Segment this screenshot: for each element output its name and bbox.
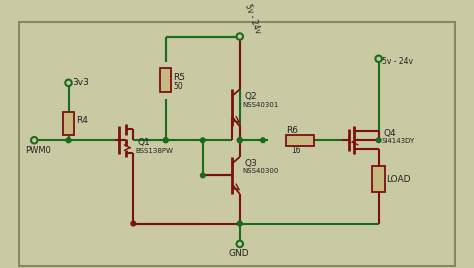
Circle shape (237, 33, 243, 40)
Text: GND: GND (228, 250, 249, 258)
Circle shape (237, 138, 242, 143)
Circle shape (237, 221, 242, 226)
Text: LOAD: LOAD (386, 176, 410, 184)
Text: 16: 16 (292, 146, 301, 155)
Circle shape (376, 138, 381, 143)
Circle shape (201, 173, 205, 178)
Text: Q4: Q4 (383, 129, 396, 138)
Text: R6: R6 (286, 126, 298, 135)
Circle shape (66, 138, 71, 143)
Bar (63, 112, 74, 135)
Text: 50: 50 (173, 82, 183, 91)
Circle shape (237, 138, 242, 143)
Text: 5v - 24v: 5v - 24v (383, 57, 413, 66)
Circle shape (237, 221, 242, 226)
Text: Q3: Q3 (245, 159, 257, 168)
Circle shape (201, 138, 205, 143)
Text: PWM0: PWM0 (25, 146, 51, 155)
Bar (372, 166, 385, 192)
Circle shape (375, 55, 382, 62)
Circle shape (164, 138, 168, 143)
Text: R4: R4 (76, 116, 88, 125)
Text: 5v - 24v: 5v - 24v (244, 2, 263, 35)
Circle shape (31, 137, 37, 143)
Circle shape (237, 138, 242, 143)
Bar (160, 69, 171, 92)
Bar (286, 135, 314, 146)
Circle shape (237, 241, 243, 247)
Circle shape (164, 138, 168, 143)
Circle shape (261, 138, 265, 143)
Circle shape (65, 80, 72, 86)
Circle shape (66, 138, 71, 143)
Text: R5: R5 (173, 73, 185, 82)
Text: NSS40300: NSS40300 (243, 168, 279, 174)
Text: 3v3: 3v3 (72, 78, 89, 87)
Text: NSS40301: NSS40301 (243, 102, 279, 108)
Text: SI4143DY: SI4143DY (382, 138, 415, 144)
Text: Q2: Q2 (245, 92, 257, 101)
Text: BSS138PW: BSS138PW (135, 148, 173, 154)
Text: Q1: Q1 (137, 138, 150, 147)
Circle shape (131, 221, 136, 226)
